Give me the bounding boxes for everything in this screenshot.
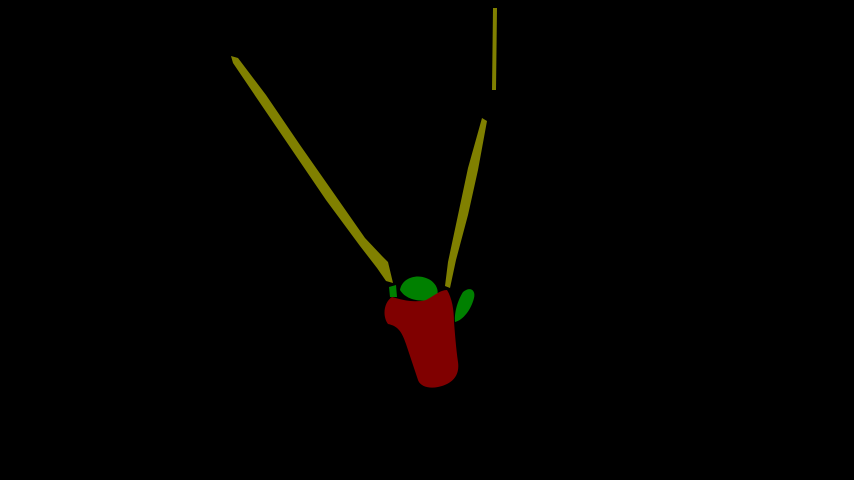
foliage-segment-leaf	[454, 289, 475, 322]
left-rope-segment	[231, 56, 393, 283]
rope-fragment-top	[492, 8, 497, 90]
foliage-segment-small	[389, 285, 397, 297]
right-rope-segment	[445, 118, 487, 288]
foliage-segment-head	[400, 276, 438, 301]
person-segment	[384, 290, 459, 388]
